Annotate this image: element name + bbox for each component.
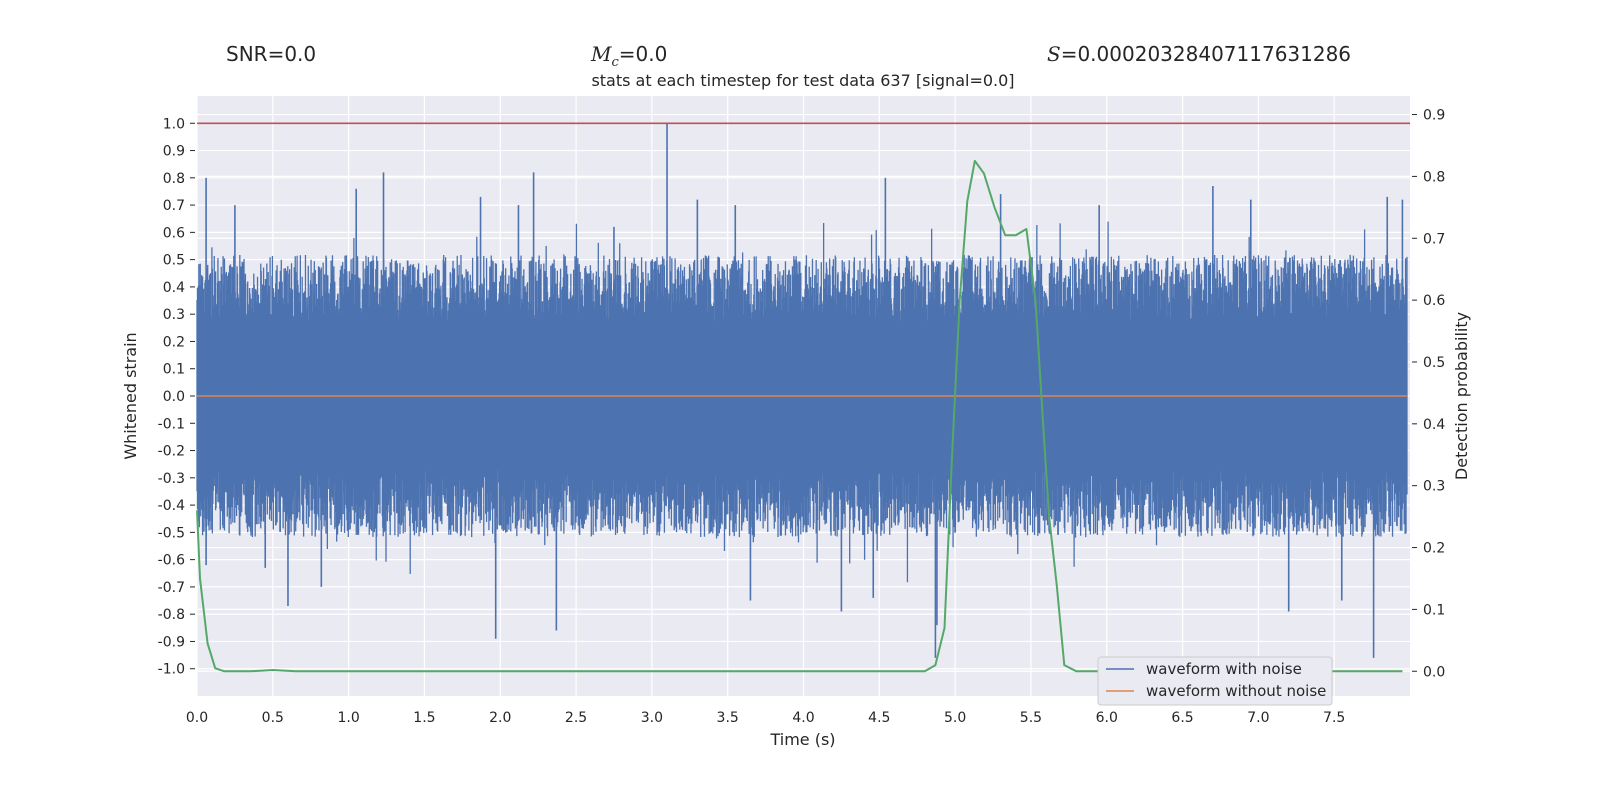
y-tick-label: -0.3 (158, 471, 185, 487)
legend-label-waveform-without-noise: waveform without noise (1146, 682, 1326, 700)
x-tick-label: 6.0 (1096, 710, 1118, 726)
line-layer (196, 122, 1410, 673)
y-tick-label: 0.8 (163, 171, 185, 187)
y-tick-label: 0.6 (163, 225, 185, 241)
x-tick-label: 7.0 (1247, 710, 1269, 726)
x-tick-label: 0.0 (186, 710, 208, 726)
x-tick-label: 7.5 (1323, 710, 1345, 726)
y2-tick-label: 0.9 (1423, 108, 1445, 124)
snr-readout: SNR=0.0 (226, 40, 316, 68)
legend: waveform with noise waveform without noi… (1097, 656, 1333, 706)
y-tick-label: -0.2 (158, 444, 185, 460)
x-tick-label: 2.5 (565, 710, 587, 726)
x-tick-label: 4.0 (792, 710, 814, 726)
y2-tick-label: 0.2 (1423, 541, 1445, 557)
y-tick-label: -0.6 (158, 553, 185, 569)
y-tick-label: 0.1 (163, 362, 185, 378)
statistic-symbol: S (1047, 42, 1061, 66)
y-tick-label: -0.9 (158, 634, 185, 650)
x-tick-label: 3.0 (641, 710, 663, 726)
statistic-value: =0.00020328407117631286 (1060, 42, 1352, 66)
y2-tick-label: 0.6 (1423, 293, 1445, 309)
y-tick-label: 0.5 (163, 253, 185, 269)
chirp-mass-subscript: c (611, 55, 619, 70)
chart-title: stats at each timestep for test data 637… (591, 71, 1014, 90)
axis-ticks: 0.0 0.5 1.0 1.5 2.0 2.5 3.0 3.5 4.0 4.5 5.0 5.5 6.0 6… (158, 108, 1446, 726)
x-tick-label: 0.5 (262, 710, 284, 726)
x-tick-label: 6.5 (1171, 710, 1193, 726)
y-axis-label: Whitened strain (121, 332, 140, 459)
x-tick-label: 5.0 (944, 710, 966, 726)
x-tick-label: 4.5 (868, 710, 890, 726)
y2-axis-label: Detection probability (1452, 312, 1471, 480)
snr-value: =0.0 (267, 42, 317, 66)
chirp-mass-readout: Mc=0.0 (591, 40, 667, 77)
x-tick-label: 3.5 (717, 710, 739, 726)
x-tick-label: 5.5 (1020, 710, 1042, 726)
y-tick-label: 0.7 (163, 198, 185, 214)
y2-tick-label: 0.4 (1423, 417, 1445, 433)
y-tick-label: -0.4 (158, 498, 185, 514)
y2-tick-label: 0.3 (1423, 479, 1445, 495)
x-axis-label: Time (s) (769, 730, 835, 749)
detection-probability-line (196, 159, 1403, 673)
y2-tick-label: 0.7 (1423, 231, 1445, 247)
x-tick-label: 1.0 (337, 710, 359, 726)
y2-tick-label: 0.0 (1423, 664, 1445, 680)
y2-tick-label: 0.5 (1423, 355, 1445, 371)
snr-label: SNR (226, 42, 268, 66)
y-tick-label: -1.0 (158, 662, 185, 678)
y-tick-label: 0.4 (163, 280, 185, 296)
legend-box (1097, 656, 1333, 706)
y-tick-label: 0.0 (163, 389, 185, 405)
y-tick-label: -0.8 (158, 607, 185, 623)
legend-label-waveform-with-noise: waveform with noise (1146, 660, 1302, 678)
y-tick-label: -0.1 (158, 416, 185, 432)
chirp-mass-symbol: M (591, 42, 612, 66)
y-tick-label: -0.5 (158, 525, 185, 541)
x-tick-label: 1.5 (413, 710, 435, 726)
statistic-readout: S=0.00020328407117631286 (1047, 40, 1351, 68)
y-tick-label: -0.7 (158, 580, 185, 596)
y-tick-label: 0.9 (163, 144, 185, 160)
chirp-mass-value: =0.0 (618, 42, 668, 66)
y2-tick-label: 0.1 (1423, 602, 1445, 618)
y-tick-label: 0.3 (163, 307, 185, 323)
y-tick-label: 0.2 (163, 334, 185, 350)
y-tick-label: 1.0 (163, 116, 185, 132)
y2-tick-label: 0.8 (1423, 169, 1445, 185)
x-tick-label: 2.0 (489, 710, 511, 726)
